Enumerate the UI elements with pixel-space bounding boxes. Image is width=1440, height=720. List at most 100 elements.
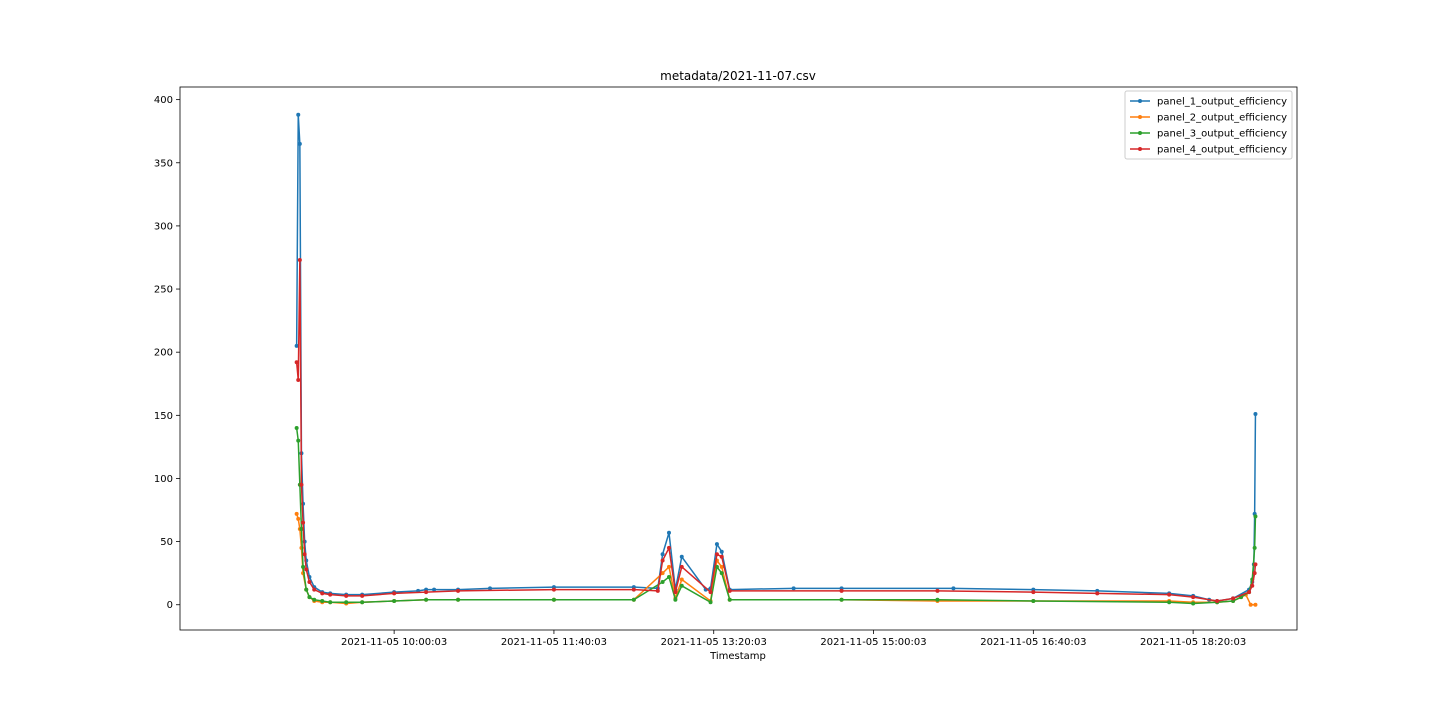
data-point xyxy=(679,554,684,559)
y-tick-label: 100 xyxy=(154,474,173,485)
data-point xyxy=(1247,590,1252,595)
data-point xyxy=(304,567,309,572)
data-point xyxy=(714,552,719,557)
data-point xyxy=(1167,600,1172,605)
data-point xyxy=(299,526,304,531)
data-point xyxy=(719,564,724,569)
data-point xyxy=(679,564,684,569)
data-point xyxy=(297,258,302,262)
data-point xyxy=(307,595,312,600)
data-point xyxy=(432,587,437,592)
y-tick-label: 300 xyxy=(154,221,173,232)
legend: panel_1_output_efficiency panel_2_output_… xyxy=(1124,90,1293,160)
data-point xyxy=(1191,601,1196,606)
data-point xyxy=(935,588,940,593)
data-point xyxy=(392,598,397,603)
data-point xyxy=(302,552,307,557)
data-point xyxy=(294,425,299,430)
data-point xyxy=(631,597,636,602)
legend-marker xyxy=(1138,99,1142,103)
data-point xyxy=(344,593,349,598)
data-point xyxy=(296,438,301,443)
data-point xyxy=(951,586,956,591)
data-point xyxy=(719,549,724,554)
x-tick-label: 2021-11-05 13:20:03 xyxy=(661,637,767,648)
data-point xyxy=(1253,412,1258,417)
data-point xyxy=(839,597,844,602)
data-point xyxy=(294,360,299,365)
data-point xyxy=(301,564,306,569)
data-point xyxy=(708,600,713,605)
data-point xyxy=(679,577,684,582)
data-point xyxy=(666,574,671,579)
legend-marker xyxy=(1138,131,1142,135)
data-point xyxy=(660,571,665,576)
data-point xyxy=(655,588,660,593)
legend-label: panel_1_output_efficiency xyxy=(1157,97,1287,108)
data-point xyxy=(294,343,299,348)
data-point xyxy=(312,597,317,602)
data-point xyxy=(660,552,665,557)
legend-label: panel_3_output_efficiency xyxy=(1157,129,1287,140)
data-point xyxy=(456,597,461,602)
data-point xyxy=(660,558,665,563)
data-point xyxy=(360,600,365,605)
legend-marker xyxy=(1138,147,1142,151)
data-point xyxy=(1167,592,1172,597)
data-point xyxy=(1095,591,1100,596)
plot-frame xyxy=(179,86,1298,631)
legend-item: panel_3_output_efficiency xyxy=(1130,129,1287,140)
data-point xyxy=(1253,602,1258,607)
data-point xyxy=(456,588,461,593)
data-point xyxy=(392,591,397,596)
data-point xyxy=(791,586,796,591)
y-tick-label: 200 xyxy=(154,348,173,359)
legend-item: panel_4_output_efficiency xyxy=(1130,145,1287,156)
data-point xyxy=(1231,596,1236,601)
data-point xyxy=(328,592,333,597)
data-point xyxy=(294,511,299,516)
data-point xyxy=(660,580,665,585)
data-point xyxy=(727,597,732,602)
data-point xyxy=(320,598,325,603)
data-point xyxy=(1253,562,1258,567)
data-point xyxy=(666,530,671,535)
data-point xyxy=(307,580,312,585)
series-1 xyxy=(294,112,1258,603)
data-point xyxy=(296,516,301,521)
x-tick-label: 2021-11-05 16:40:03 xyxy=(980,637,1086,648)
data-point xyxy=(727,588,732,593)
x-tick-label: 2021-11-05 15:00:03 xyxy=(820,637,926,648)
y-tick-label: 0 xyxy=(167,600,173,611)
data-point xyxy=(1031,598,1036,603)
data-point xyxy=(673,597,678,602)
series-line xyxy=(295,114,1257,602)
data-point xyxy=(360,593,365,598)
data-point xyxy=(1031,590,1036,595)
data-point xyxy=(301,520,306,525)
legend-item: panel_1_output_efficiency xyxy=(1130,97,1287,108)
data-point xyxy=(719,554,724,559)
data-point xyxy=(320,591,325,596)
data-point xyxy=(424,590,429,595)
y-tick-label: 250 xyxy=(154,285,173,296)
data-point xyxy=(551,587,556,592)
x-axis: 2021-11-05 10:00:03 2021-11-05 11:40:03 20… xyxy=(341,630,1246,648)
legend-box xyxy=(1124,90,1293,160)
legend-item: panel_2_output_efficiency xyxy=(1130,113,1287,124)
series-2 xyxy=(294,511,1258,607)
data-point xyxy=(1191,595,1196,600)
data-point xyxy=(666,564,671,569)
legend-label: panel_2_output_efficiency xyxy=(1157,113,1287,124)
y-tick-label: 350 xyxy=(154,158,173,169)
data-point xyxy=(1253,514,1258,519)
x-tick-label: 2021-11-05 10:00:03 xyxy=(341,637,447,648)
x-axis-label: Timestamp xyxy=(709,651,766,662)
data-point xyxy=(299,482,304,487)
data-point xyxy=(1252,571,1257,576)
y-tick-label: 150 xyxy=(154,411,173,422)
data-point xyxy=(666,545,671,550)
data-point xyxy=(328,600,333,605)
data-point xyxy=(296,377,301,382)
